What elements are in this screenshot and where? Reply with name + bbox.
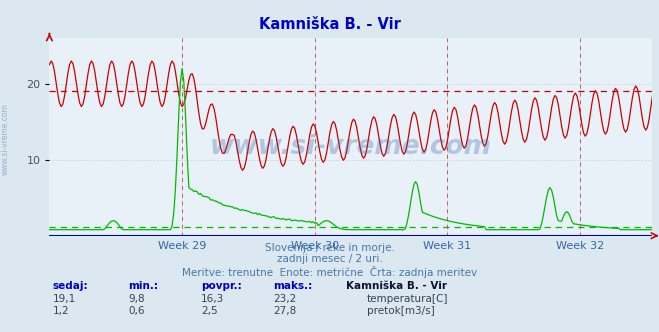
Text: 16,3: 16,3 bbox=[201, 294, 224, 304]
Text: 23,2: 23,2 bbox=[273, 294, 297, 304]
Text: Meritve: trenutne  Enote: metrične  Črta: zadnja meritev: Meritve: trenutne Enote: metrične Črta: … bbox=[182, 266, 477, 278]
Text: povpr.:: povpr.: bbox=[201, 281, 242, 290]
Text: 1,2: 1,2 bbox=[53, 306, 69, 316]
Text: Kamniška B. - Vir: Kamniška B. - Vir bbox=[346, 281, 447, 290]
Text: www.si-vreme.com: www.si-vreme.com bbox=[1, 104, 10, 175]
Text: www.si-vreme.com: www.si-vreme.com bbox=[210, 134, 492, 160]
Text: zadnji mesec / 2 uri.: zadnji mesec / 2 uri. bbox=[277, 254, 382, 264]
Text: sedaj:: sedaj: bbox=[53, 281, 88, 290]
Text: 2,5: 2,5 bbox=[201, 306, 217, 316]
Text: 27,8: 27,8 bbox=[273, 306, 297, 316]
Text: Slovenija / reke in morje.: Slovenija / reke in morje. bbox=[264, 243, 395, 253]
Text: 0,6: 0,6 bbox=[129, 306, 145, 316]
Text: maks.:: maks.: bbox=[273, 281, 313, 290]
Text: 9,8: 9,8 bbox=[129, 294, 145, 304]
Text: Kamniška B. - Vir: Kamniška B. - Vir bbox=[258, 17, 401, 33]
Text: pretok[m3/s]: pretok[m3/s] bbox=[367, 306, 435, 316]
Text: 19,1: 19,1 bbox=[53, 294, 76, 304]
Text: min.:: min.: bbox=[129, 281, 159, 290]
Text: temperatura[C]: temperatura[C] bbox=[367, 294, 449, 304]
